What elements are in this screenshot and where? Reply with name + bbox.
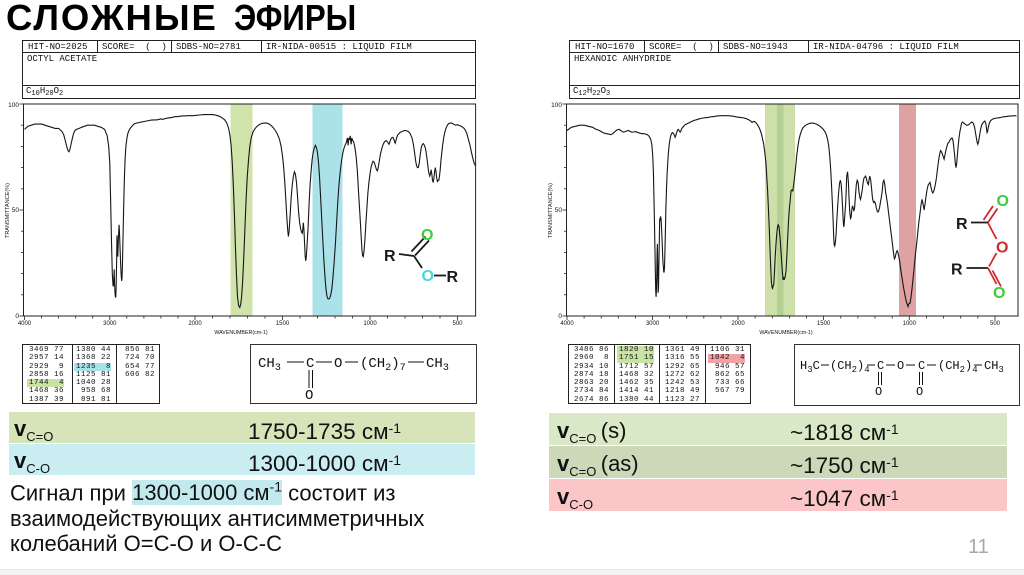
- svg-text:R: R: [384, 248, 396, 265]
- svg-text:1000: 1000: [903, 321, 917, 327]
- svg-text:O: O: [997, 193, 1009, 210]
- svg-text:4000: 4000: [18, 321, 32, 327]
- svg-text:CH3: CH3: [426, 356, 449, 374]
- svg-text:50: 50: [12, 207, 20, 214]
- svg-text:3000: 3000: [646, 321, 660, 327]
- svg-text:WAVENUMBER(cm-1): WAVENUMBER(cm-1): [759, 330, 812, 336]
- svg-text:O: O: [421, 227, 433, 244]
- svg-text:R: R: [447, 269, 459, 286]
- svg-text:(CH2)4: (CH2)4: [830, 359, 870, 375]
- svg-text:2000: 2000: [731, 321, 745, 327]
- svg-text:C: C: [877, 359, 884, 373]
- svg-text:1000: 1000: [363, 321, 377, 327]
- svg-text:500: 500: [452, 321, 463, 327]
- svg-text:2000: 2000: [188, 321, 202, 327]
- svg-text:C: C: [918, 359, 925, 373]
- svg-text:(CH2)4: (CH2)4: [938, 359, 978, 375]
- svg-text:CH3: CH3: [984, 359, 1004, 375]
- svg-text:O: O: [305, 388, 313, 402]
- svg-text:O: O: [875, 385, 882, 399]
- svg-text:O: O: [916, 385, 923, 399]
- svg-text:500: 500: [990, 321, 1001, 327]
- svg-text:100: 100: [551, 102, 562, 109]
- svg-text:R: R: [951, 262, 963, 279]
- svg-text:TRANSMITTANCE(%): TRANSMITTANCE(%): [548, 183, 554, 238]
- svg-text:WAVENUMBER(cm-1): WAVENUMBER(cm-1): [214, 330, 267, 336]
- svg-text:O: O: [422, 268, 434, 285]
- svg-text:O: O: [996, 240, 1008, 257]
- svg-text:0: 0: [15, 313, 19, 320]
- svg-text:50: 50: [555, 207, 563, 214]
- svg-text:3000: 3000: [103, 321, 117, 327]
- svg-text:O: O: [993, 285, 1005, 302]
- svg-text:(CH2)7: (CH2)7: [360, 356, 406, 374]
- svg-text:TRANSMITTANCE(%): TRANSMITTANCE(%): [5, 183, 11, 238]
- svg-text:0: 0: [558, 313, 562, 320]
- svg-text:O: O: [897, 359, 904, 373]
- svg-text:100: 100: [8, 102, 19, 109]
- svg-text:R: R: [956, 216, 968, 233]
- svg-text:1500: 1500: [817, 321, 831, 327]
- svg-text:1500: 1500: [276, 321, 290, 327]
- svg-text:O: O: [334, 356, 342, 372]
- svg-text:C: C: [306, 356, 314, 372]
- svg-text:H3C: H3C: [800, 359, 820, 375]
- svg-text:4000: 4000: [560, 321, 574, 327]
- svg-text:CH3: CH3: [258, 356, 281, 374]
